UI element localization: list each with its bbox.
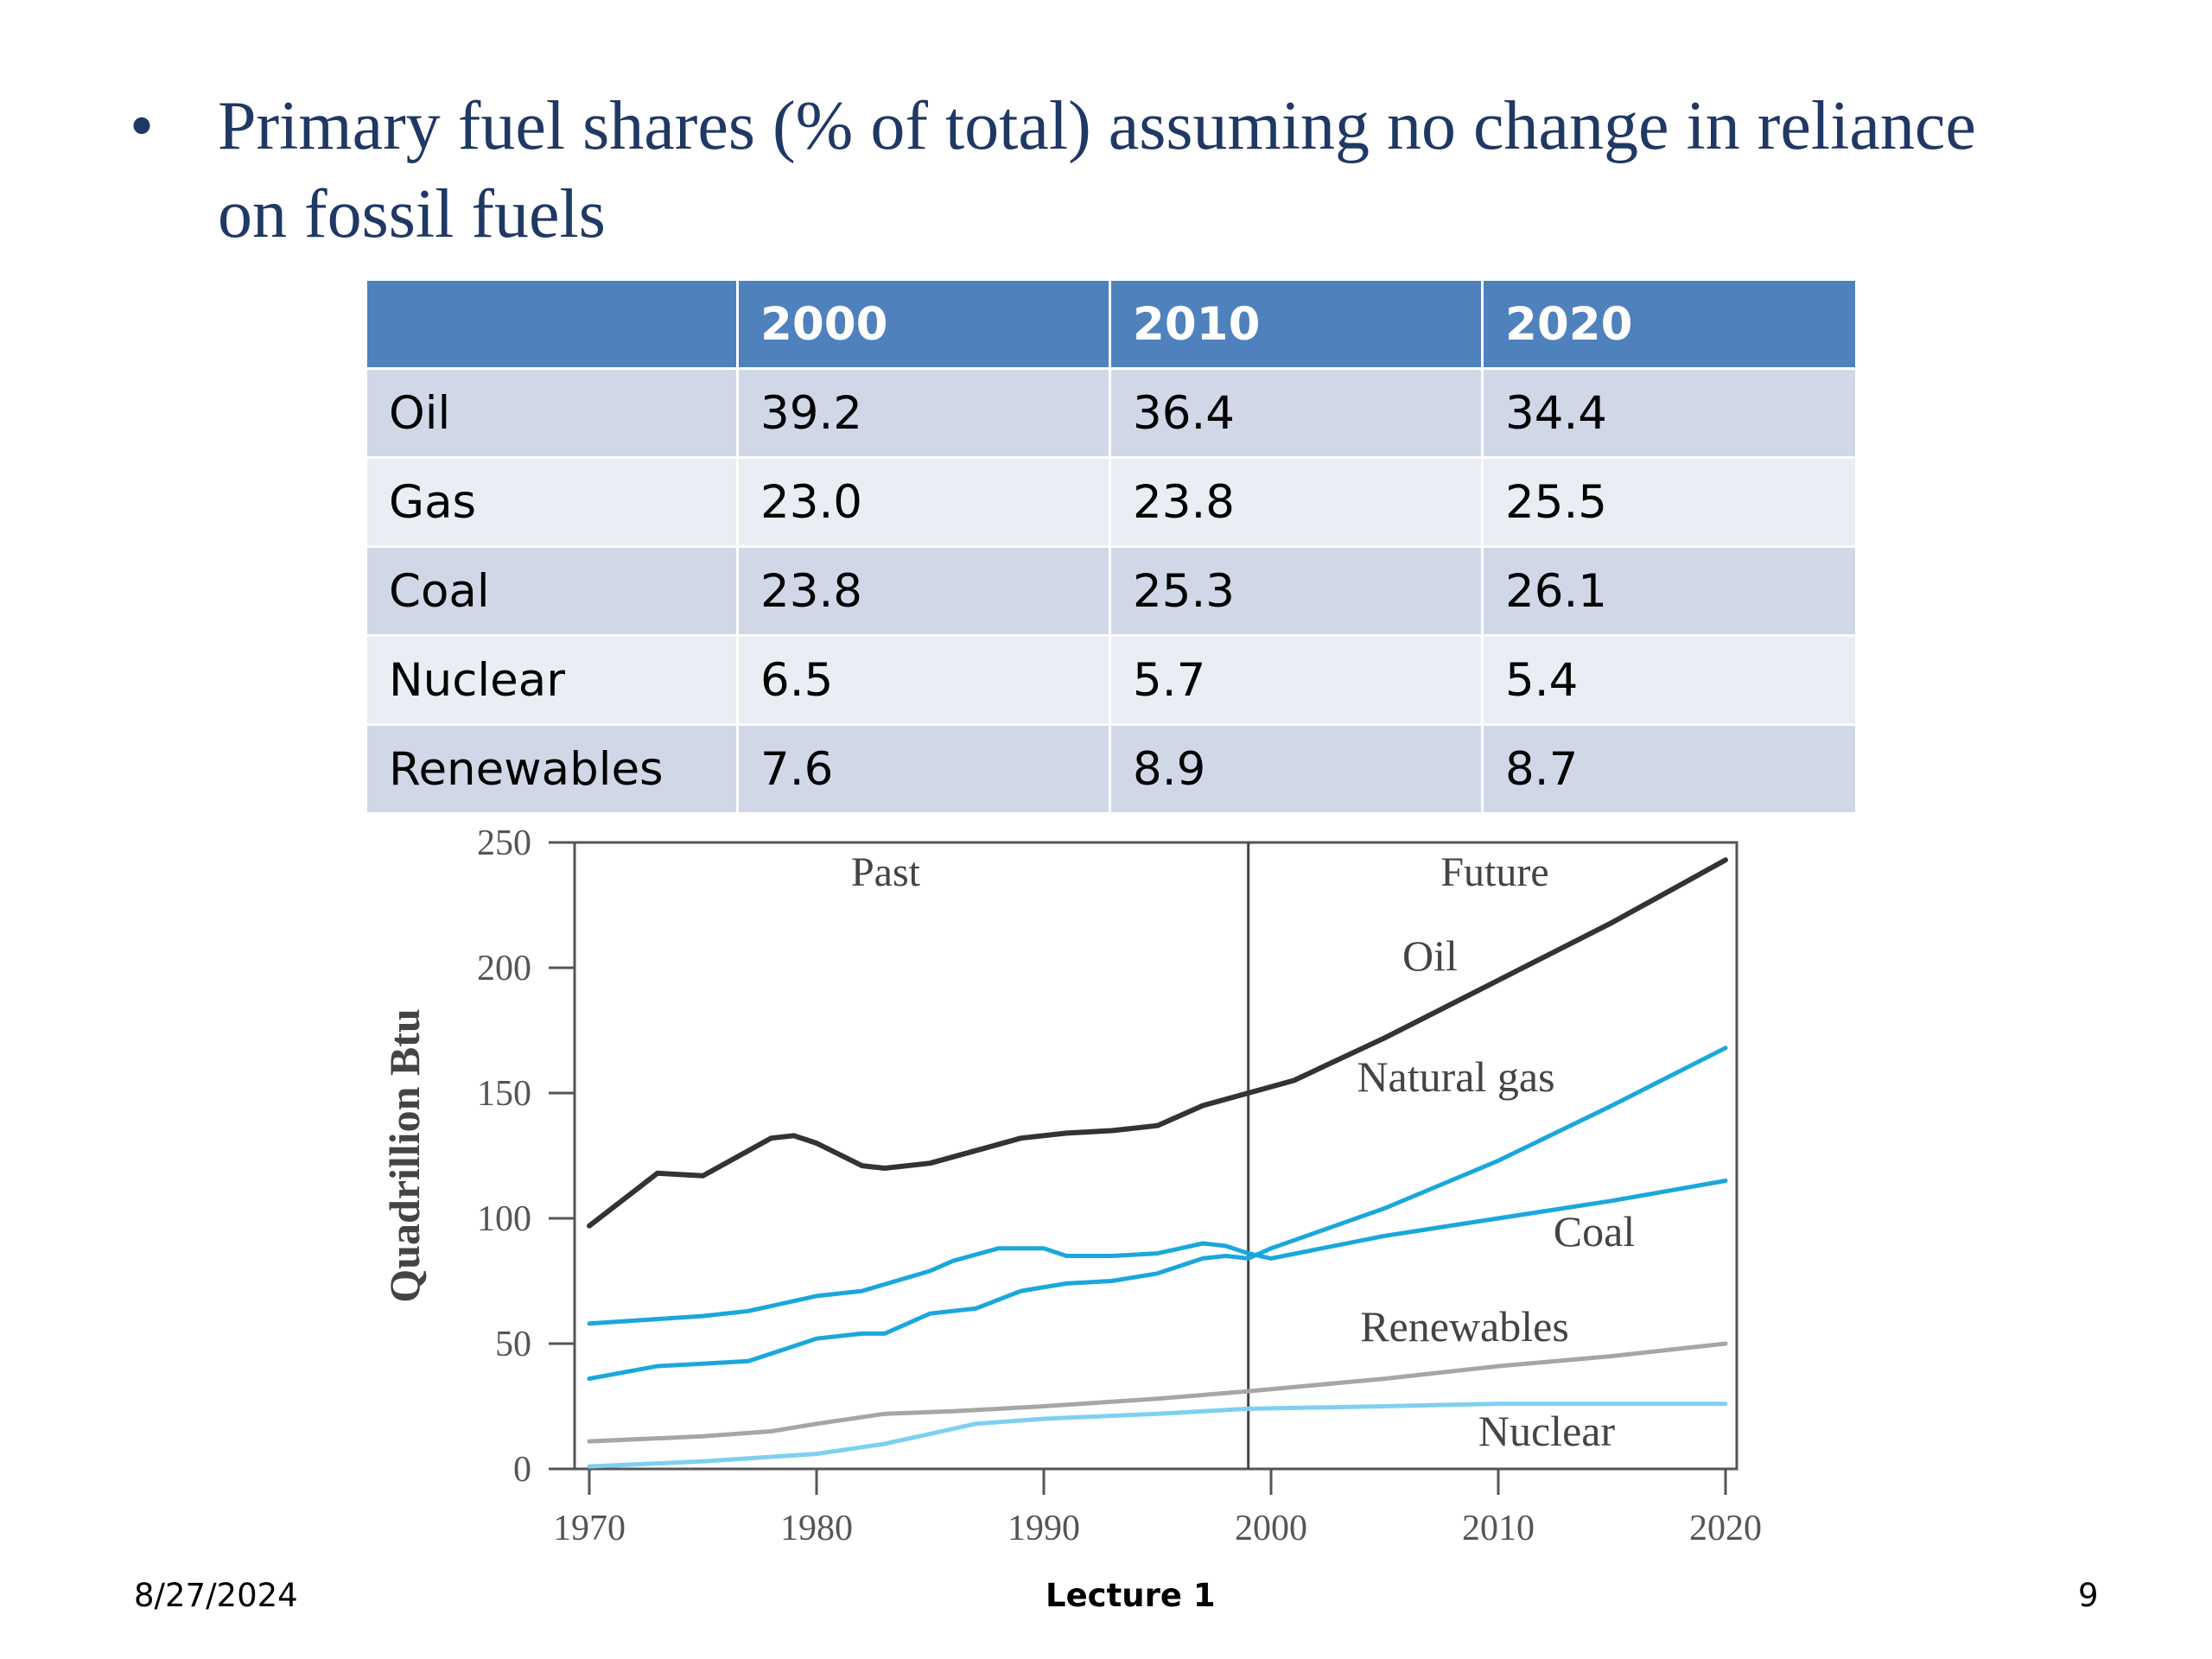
x-tick-label: 2000 — [1235, 1509, 1307, 1548]
y-tick-label: 100 — [477, 1199, 531, 1239]
table-cell: 26.1 — [1484, 548, 1855, 637]
table-cell: 5.7 — [1111, 637, 1484, 726]
table-cell: 25.5 — [1484, 459, 1855, 548]
table-cell: 23.8 — [1111, 459, 1484, 548]
header-cell-2000: 2000 — [739, 281, 1111, 370]
y-tick-label: 200 — [477, 949, 531, 988]
table-cell: 34.4 — [1484, 370, 1855, 459]
heading-text: Primary fuel shares (% of total) assumin… — [218, 88, 1976, 252]
table-cell: 39.2 — [739, 370, 1111, 459]
y-tick-label: 50 — [495, 1325, 531, 1364]
series-label-natural-gas: Natural gas — [1357, 1052, 1554, 1101]
table-cell: 23.0 — [739, 459, 1111, 548]
y-tick-label: 250 — [477, 823, 531, 863]
table-row: Nuclear 6.5 5.7 5.4 — [367, 637, 1855, 726]
bullet-marker: • — [130, 88, 155, 164]
table-cell: 5.4 — [1484, 637, 1855, 726]
series-label-renewables: Renewables — [1360, 1302, 1569, 1351]
row-label: Oil — [367, 370, 739, 459]
row-label: Renewables — [367, 726, 739, 815]
table-cell: 8.9 — [1111, 726, 1484, 815]
series-line-renewables — [587, 1341, 1728, 1444]
table-cell: 23.8 — [739, 548, 1111, 637]
table-row: Renewables 7.6 8.9 8.7 — [367, 726, 1855, 815]
x-tick-label: 1970 — [553, 1509, 626, 1548]
table-cell: 25.3 — [1111, 548, 1484, 637]
region-label-future: Future — [1440, 849, 1548, 895]
footer-date: 8/27/2024 — [134, 1577, 298, 1614]
x-tick-label: 2010 — [1462, 1509, 1535, 1548]
x-tick-label: 2020 — [1689, 1509, 1762, 1548]
table-cell: 36.4 — [1111, 370, 1484, 459]
series-line-coal — [587, 1179, 1728, 1326]
table-row: Gas 23.0 23.8 25.5 — [367, 459, 1855, 548]
x-tick-label: 1990 — [1007, 1509, 1080, 1548]
series-label-nuclear: Nuclear — [1478, 1407, 1616, 1455]
y-axis-label: Quadrillion Btu — [380, 1008, 429, 1302]
series-label-coal: Coal — [1554, 1207, 1635, 1255]
table-cell: 8.7 — [1484, 726, 1855, 815]
plot-frame — [573, 841, 1738, 1471]
table-cell: 6.5 — [739, 637, 1111, 726]
series-line-nuclear — [587, 1402, 1728, 1469]
row-label: Coal — [367, 548, 739, 637]
table-row: Coal 23.8 25.3 26.1 — [367, 548, 1855, 637]
footer-title: Lecture 1 — [1046, 1577, 1216, 1614]
table-cell: 7.6 — [739, 726, 1111, 815]
series-label-oil: Oil — [1402, 931, 1458, 980]
table-header-row: 2000 2010 2020 — [367, 281, 1855, 370]
series-line-natural-gas — [587, 1046, 1728, 1382]
fuel-shares-table: 2000 2010 2020 Oil 39.2 36.4 34.4 Gas 23… — [367, 281, 1855, 815]
x-tick-label: 1980 — [780, 1509, 853, 1548]
series-line-oil — [587, 857, 1728, 1229]
y-tick-label: 0 — [513, 1450, 531, 1490]
header-cell-blank — [367, 281, 739, 370]
y-tick-label: 150 — [477, 1074, 531, 1114]
energy-consumption-chart: 0 50 100 150 200 250 1970 1980 1990 2000 2010 2020 Q… — [380, 823, 1762, 1548]
header-cell-2010: 2010 — [1111, 281, 1484, 370]
page-number: 9 — [2078, 1577, 2099, 1614]
row-label: Gas — [367, 459, 739, 548]
header-cell-2020: 2020 — [1484, 281, 1855, 370]
row-label: Nuclear — [367, 637, 739, 726]
region-label-past: Past — [851, 849, 921, 895]
table-row: Oil 39.2 36.4 34.4 — [367, 370, 1855, 459]
